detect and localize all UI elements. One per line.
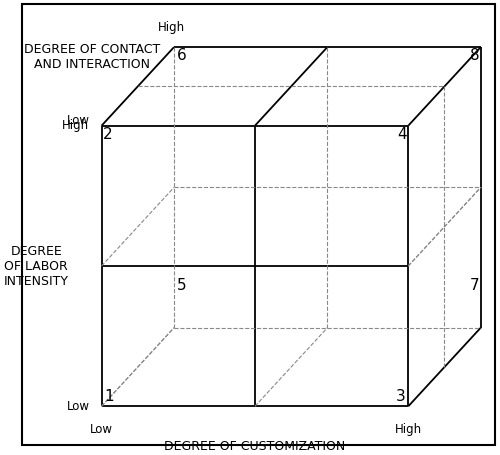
Text: 2: 2 <box>103 126 113 142</box>
Text: Low: Low <box>90 424 113 436</box>
Text: 5: 5 <box>178 278 187 293</box>
Text: 4: 4 <box>398 126 407 142</box>
Text: High: High <box>394 424 422 436</box>
Text: DEGREE OF CONTACT
AND INTERACTION: DEGREE OF CONTACT AND INTERACTION <box>24 43 160 71</box>
Text: 6: 6 <box>178 49 187 64</box>
Text: 1: 1 <box>104 389 114 404</box>
Text: DEGREE
OF LABOR
INTENSITY: DEGREE OF LABOR INTENSITY <box>4 244 69 288</box>
Text: DEGREE OF CUSTOMIZATION: DEGREE OF CUSTOMIZATION <box>164 440 346 453</box>
Text: Low: Low <box>66 400 90 413</box>
Text: High: High <box>62 119 90 132</box>
Text: 8: 8 <box>470 49 480 64</box>
Text: High: High <box>158 20 185 34</box>
Text: 7: 7 <box>470 278 480 293</box>
Text: 3: 3 <box>396 389 406 404</box>
Text: Low: Low <box>66 114 90 127</box>
